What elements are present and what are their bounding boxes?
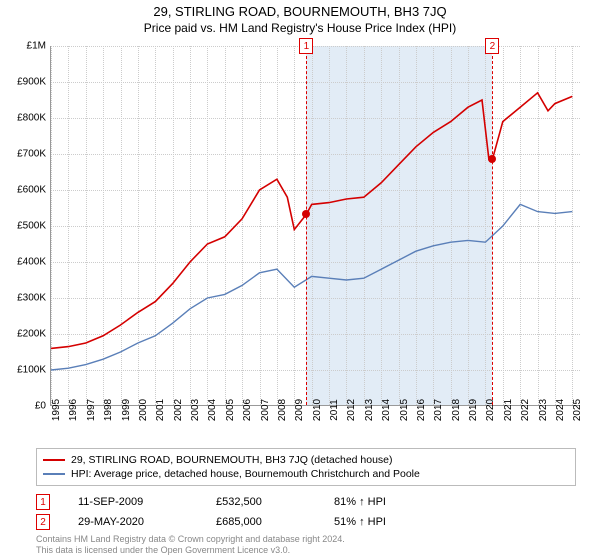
legend-item: HPI: Average price, detached house, Bour… [43, 467, 569, 481]
chart-subtitle: Price paid vs. HM Land Registry's House … [0, 19, 600, 35]
x-axis-label: 2004 [207, 399, 218, 421]
y-axis-label: £800K [2, 113, 46, 124]
x-axis-label: 2001 [155, 399, 166, 421]
y-axis-label: £100K [2, 365, 46, 376]
y-axis-label: £1M [2, 41, 46, 52]
sale-price: £685,000 [216, 516, 306, 528]
y-axis-label: £0 [2, 401, 46, 412]
sale-date: 29-MAY-2020 [78, 516, 188, 528]
x-axis-label: 2024 [555, 399, 566, 421]
x-axis-label: 2016 [416, 399, 427, 421]
y-axis-label: £500K [2, 221, 46, 232]
chart-container: 29, STIRLING ROAD, BOURNEMOUTH, BH3 7JQ … [0, 0, 600, 560]
y-axis-label: £600K [2, 185, 46, 196]
series-property [51, 93, 572, 349]
x-axis-label: 2007 [260, 399, 271, 421]
y-axis-label: £900K [2, 77, 46, 88]
x-axis-label: 1995 [51, 399, 62, 421]
legend-label-hpi: HPI: Average price, detached house, Bour… [71, 468, 420, 480]
x-axis-label: 2023 [538, 399, 549, 421]
x-axis-label: 1997 [86, 399, 97, 421]
x-axis-label: 2010 [312, 399, 323, 421]
sale-badge: 2 [36, 514, 50, 530]
sale-price: £532,500 [216, 496, 306, 508]
x-axis-label: 2012 [346, 399, 357, 421]
plot-area: £0£100K£200K£300K£400K£500K£600K£700K£80… [50, 46, 580, 406]
series-hpi [51, 204, 572, 370]
chart-title: 29, STIRLING ROAD, BOURNEMOUTH, BH3 7JQ [0, 0, 600, 19]
legend-swatch-property [43, 459, 65, 461]
x-axis-label: 2003 [190, 399, 201, 421]
x-axis-label: 2020 [485, 399, 496, 421]
x-axis-label: 2011 [329, 399, 340, 421]
x-axis-label: 1998 [103, 399, 114, 421]
x-axis-label: 2009 [294, 399, 305, 421]
sale-pct: 51% ↑ HPI [334, 516, 424, 528]
x-axis-label: 2000 [138, 399, 149, 421]
marker-badge: 1 [299, 38, 313, 54]
x-axis-label: 2015 [399, 399, 410, 421]
marker-badge: 2 [485, 38, 499, 54]
sale-date: 11-SEP-2009 [78, 496, 188, 508]
sale-badge: 1 [36, 494, 50, 510]
footer-line2: This data is licensed under the Open Gov… [36, 545, 345, 556]
marker-line [306, 46, 307, 405]
sales-row: 2 29-MAY-2020 £685,000 51% ↑ HPI [36, 512, 424, 532]
x-axis-label: 2006 [242, 399, 253, 421]
marker-dot [488, 155, 496, 163]
x-axis-label: 2005 [225, 399, 236, 421]
sale-pct: 81% ↑ HPI [334, 496, 424, 508]
sales-table: 1 11-SEP-2009 £532,500 81% ↑ HPI 2 29-MA… [36, 492, 424, 532]
x-axis-label: 2025 [572, 399, 583, 421]
x-axis-label: 2017 [433, 399, 444, 421]
marker-line [492, 46, 493, 405]
x-axis-label: 2002 [173, 399, 184, 421]
legend-item: 29, STIRLING ROAD, BOURNEMOUTH, BH3 7JQ … [43, 453, 569, 467]
y-axis-label: £400K [2, 257, 46, 268]
x-axis-label: 2018 [451, 399, 462, 421]
legend-label-property: 29, STIRLING ROAD, BOURNEMOUTH, BH3 7JQ … [71, 454, 393, 466]
x-axis-label: 1999 [121, 399, 132, 421]
legend-swatch-hpi [43, 473, 65, 475]
y-axis-label: £300K [2, 293, 46, 304]
x-axis-label: 2019 [468, 399, 479, 421]
legend: 29, STIRLING ROAD, BOURNEMOUTH, BH3 7JQ … [36, 448, 576, 486]
x-axis-label: 2014 [381, 399, 392, 421]
x-axis-label: 2022 [520, 399, 531, 421]
sales-row: 1 11-SEP-2009 £532,500 81% ↑ HPI [36, 492, 424, 512]
footer-attribution: Contains HM Land Registry data © Crown c… [36, 534, 345, 556]
footer-line1: Contains HM Land Registry data © Crown c… [36, 534, 345, 545]
y-axis-label: £200K [2, 329, 46, 340]
x-axis-label: 2021 [503, 399, 514, 421]
x-axis-label: 1996 [68, 399, 79, 421]
y-axis-label: £700K [2, 149, 46, 160]
marker-dot [302, 210, 310, 218]
x-axis-label: 2013 [364, 399, 375, 421]
x-axis-label: 2008 [277, 399, 288, 421]
line-canvas [51, 46, 580, 405]
